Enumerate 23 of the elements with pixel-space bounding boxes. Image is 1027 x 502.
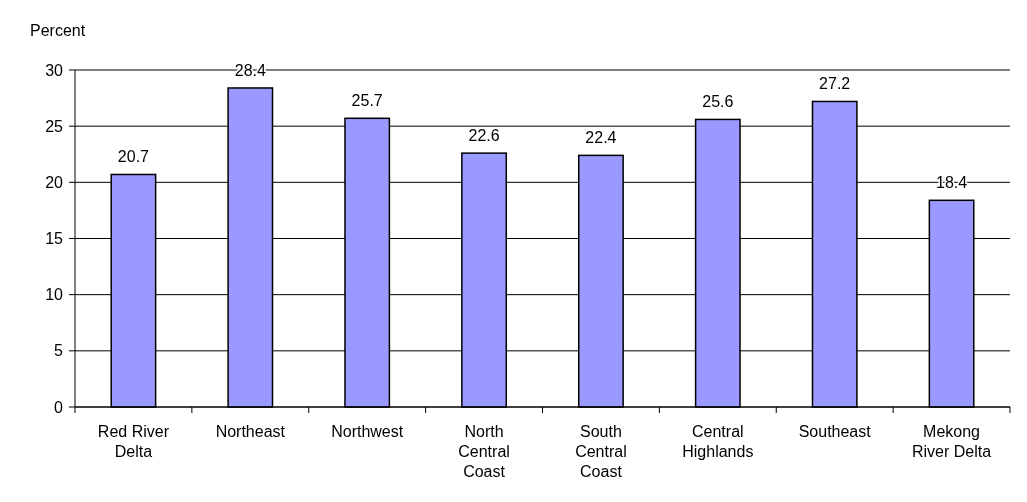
data-label: 22.4 [585, 129, 617, 147]
y-tick-label: 20 [45, 173, 64, 191]
data-label: 22.6 [468, 127, 500, 145]
y-tick-label: 30 [45, 61, 64, 79]
y-tick-label: 25 [45, 117, 64, 135]
x-tick-label: Central Highlands [682, 423, 754, 460]
x-tick-label: Northeast [215, 423, 286, 440]
x-tick-label: North Central Coast [458, 423, 510, 480]
y-tick-label: 5 [54, 342, 64, 360]
x-tick-label: Red River Delta [97, 423, 170, 460]
y-tick-label: 15 [45, 230, 64, 248]
data-label: 20.7 [117, 148, 150, 166]
x-tick-label: Northwest [331, 423, 404, 440]
x-tick-label: South Central Coast [575, 423, 627, 480]
y-axis-title: Percent [30, 22, 86, 39]
x-tick-label: Southeast [798, 423, 872, 440]
data-label: 28.4 [234, 61, 266, 79]
x-tick-label: Mekong River Delta [911, 423, 992, 460]
y-tick-label: 10 [45, 286, 64, 304]
data-label: 25.6 [702, 93, 734, 111]
data-label: 27.2 [819, 75, 851, 93]
data-label: 25.7 [351, 92, 383, 110]
y-tick-label: 0 [54, 398, 64, 416]
